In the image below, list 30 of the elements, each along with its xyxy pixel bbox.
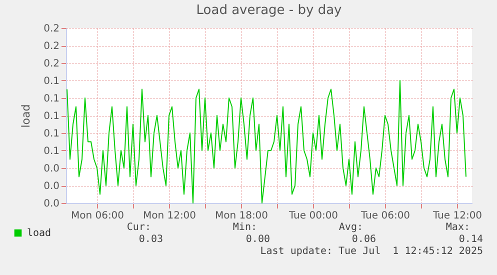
x-tick-label: Tue 12:00	[432, 210, 482, 222]
chart-title: Load average - by day	[196, 3, 342, 18]
y-tick-label: 0.0	[44, 198, 60, 210]
y-axis-title: load	[20, 104, 33, 128]
y-tick-label: 0.0	[44, 181, 60, 192]
text: Max:	[446, 222, 470, 233]
text: Min:	[232, 222, 257, 233]
y-tick-label: 0.1	[44, 94, 60, 104]
text: Avg:	[338, 222, 363, 233]
x-tick-label: Mon 18:00	[214, 210, 268, 222]
x-tick-label: Tue 00:00	[288, 210, 338, 222]
text: 0.06	[352, 234, 376, 245]
y-tick-label: 0.1	[44, 76, 60, 87]
x-tick-label: Tue 06:00	[360, 210, 410, 222]
text: 0.03	[138, 234, 163, 245]
y-tick-label: 0.2	[44, 41, 60, 52]
y-tick-label: 0.0	[44, 164, 60, 174]
text: 0.00	[246, 234, 270, 245]
x-tick-label: Mon 12:00	[142, 210, 196, 222]
text: 0.14	[458, 234, 483, 245]
y-tick-label: 0.2	[44, 24, 60, 34]
y-tick-label: 0.1	[44, 128, 60, 140]
x-tick-label: Mon 06:00	[70, 210, 124, 222]
legend-label: load	[27, 228, 52, 239]
y-tick-label: 0.2	[44, 58, 60, 70]
text: Last update: Tue Jul 1 12:45:12 2025	[260, 246, 483, 257]
y-tick-label: 0.1	[44, 146, 60, 157]
text: Cur:	[126, 222, 151, 233]
y-tick-label: 0.1	[44, 111, 60, 122]
line-series	[66, 80, 466, 204]
